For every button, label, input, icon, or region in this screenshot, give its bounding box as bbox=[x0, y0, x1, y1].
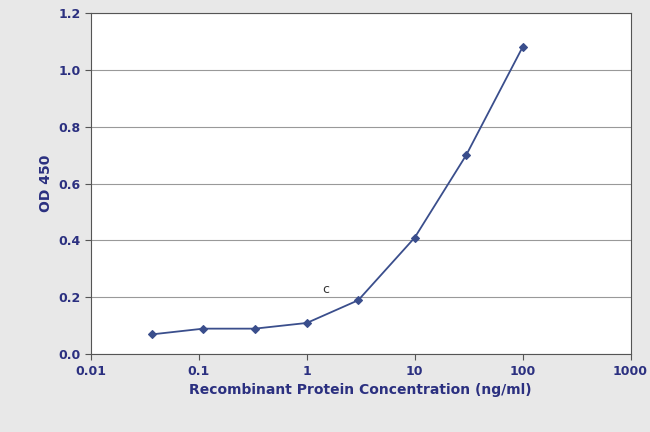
Text: c: c bbox=[322, 283, 330, 296]
Y-axis label: OD 450: OD 450 bbox=[39, 155, 53, 212]
X-axis label: Recombinant Protein Concentration (ng/ml): Recombinant Protein Concentration (ng/ml… bbox=[189, 383, 532, 397]
